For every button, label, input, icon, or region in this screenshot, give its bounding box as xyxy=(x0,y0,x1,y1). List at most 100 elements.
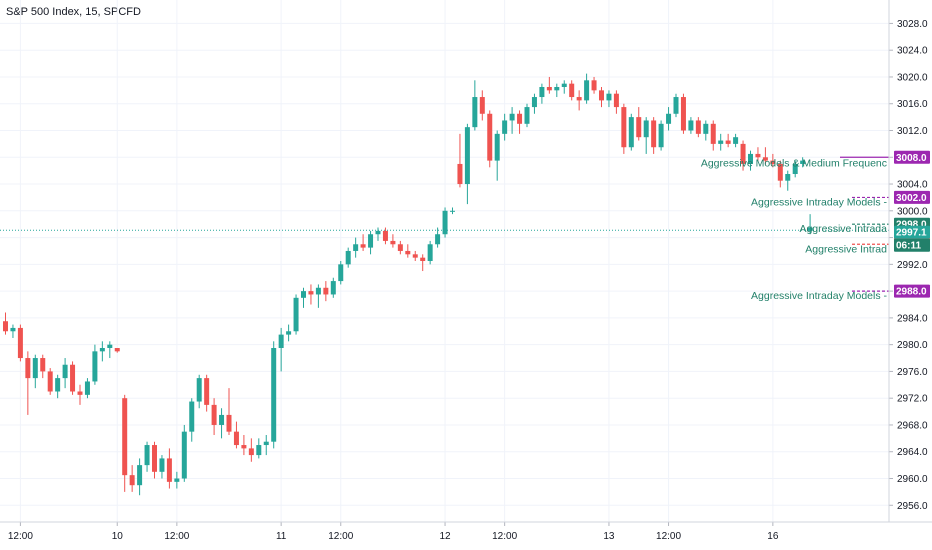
candle-body xyxy=(710,123,716,144)
candle-body xyxy=(189,401,195,432)
candle xyxy=(524,103,530,128)
candle-body xyxy=(621,107,627,148)
x-tick-label: 12:00 xyxy=(8,531,33,542)
candle xyxy=(10,324,16,338)
candle xyxy=(725,133,731,148)
candle xyxy=(517,110,523,134)
candle-body xyxy=(785,174,791,181)
candle-body xyxy=(680,97,686,131)
candle xyxy=(502,113,508,141)
candle-body xyxy=(107,344,113,348)
candle xyxy=(643,117,649,154)
candle xyxy=(144,441,150,472)
candle xyxy=(591,76,597,94)
candle xyxy=(338,261,344,285)
candle xyxy=(599,87,604,108)
candle xyxy=(181,424,187,482)
candle-body xyxy=(755,153,761,158)
candle-body xyxy=(159,458,165,472)
candle xyxy=(442,207,448,238)
candle xyxy=(531,93,537,114)
svg-text:2998.0: 2998.0 xyxy=(896,220,927,231)
candle-body xyxy=(494,133,500,161)
candle xyxy=(390,234,396,248)
x-tick-label: 13 xyxy=(603,531,615,542)
y-tick-label: 3028.0 xyxy=(897,19,928,30)
candle-body xyxy=(10,327,16,332)
candle-body xyxy=(263,441,269,446)
candle xyxy=(539,83,545,104)
candle-body xyxy=(368,234,374,248)
candle-body xyxy=(733,137,739,144)
candle xyxy=(360,234,366,251)
candle xyxy=(84,378,90,399)
svg-text:06:11: 06:11 xyxy=(896,241,921,252)
candle xyxy=(152,441,157,479)
candle-body xyxy=(397,244,403,251)
candle-body xyxy=(666,113,672,124)
candle-body xyxy=(703,123,709,134)
level-label: Aggressive Intrada xyxy=(799,223,887,235)
svg-text:3008.0: 3008.0 xyxy=(896,153,927,164)
y-tick-label: 2980.0 xyxy=(897,340,928,351)
candle-body xyxy=(628,117,634,148)
candle xyxy=(733,133,739,148)
candle xyxy=(382,227,388,245)
candle xyxy=(427,240,433,265)
candle-body xyxy=(204,378,210,405)
candle xyxy=(554,83,560,98)
candle-body xyxy=(248,448,254,456)
candle-body xyxy=(517,113,523,124)
candle xyxy=(472,80,478,131)
candle-body xyxy=(792,163,798,174)
candle-body xyxy=(70,364,76,392)
candle xyxy=(479,90,485,121)
candle xyxy=(368,230,374,255)
candle xyxy=(92,344,98,385)
candle-body xyxy=(509,113,515,121)
candle-body xyxy=(487,113,493,161)
candle xyxy=(785,170,791,191)
candle xyxy=(17,324,23,362)
candle-body xyxy=(55,378,61,392)
candle xyxy=(740,140,746,171)
candle-body xyxy=(25,358,31,379)
candle-body xyxy=(390,240,396,245)
y-tick-label: 3000.0 xyxy=(897,206,928,217)
y-tick-label: 2976.0 xyxy=(897,367,928,378)
candle-body xyxy=(762,157,768,161)
candle xyxy=(189,398,195,442)
y-tick-label: 2992.0 xyxy=(897,260,928,271)
candle-body xyxy=(450,210,455,212)
candle xyxy=(457,133,463,188)
candle xyxy=(375,227,381,241)
candle xyxy=(166,448,172,489)
candle xyxy=(219,408,225,439)
candle xyxy=(397,240,403,255)
price-axis[interactable]: 2956.0 2960.0 2964.0 2968.0 2972.0 2976.0 2980… xyxy=(888,0,928,522)
candle-body xyxy=(293,297,299,332)
candle-body xyxy=(166,458,172,482)
candle-body xyxy=(196,378,202,402)
time-axis[interactable]: 12:00 10 12:00 11 12:00 12 12:00 13 12:00 16 xyxy=(0,521,932,542)
candle xyxy=(494,130,500,181)
x-tick-label: 12 xyxy=(439,531,451,542)
candle xyxy=(710,120,716,151)
candle xyxy=(315,284,321,308)
candle xyxy=(55,374,61,399)
y-tick-label: 2972.0 xyxy=(897,394,928,405)
candle-body xyxy=(77,391,83,395)
candle-body xyxy=(561,83,567,87)
candle xyxy=(62,358,68,389)
candle xyxy=(658,120,664,151)
candle-body xyxy=(360,244,366,248)
candles xyxy=(3,73,813,496)
candle-body xyxy=(748,153,753,164)
candle xyxy=(777,160,783,188)
candle xyxy=(613,90,619,114)
candle-body xyxy=(47,371,53,392)
candle-body xyxy=(420,257,426,261)
candle xyxy=(561,80,567,94)
candle xyxy=(807,214,813,235)
